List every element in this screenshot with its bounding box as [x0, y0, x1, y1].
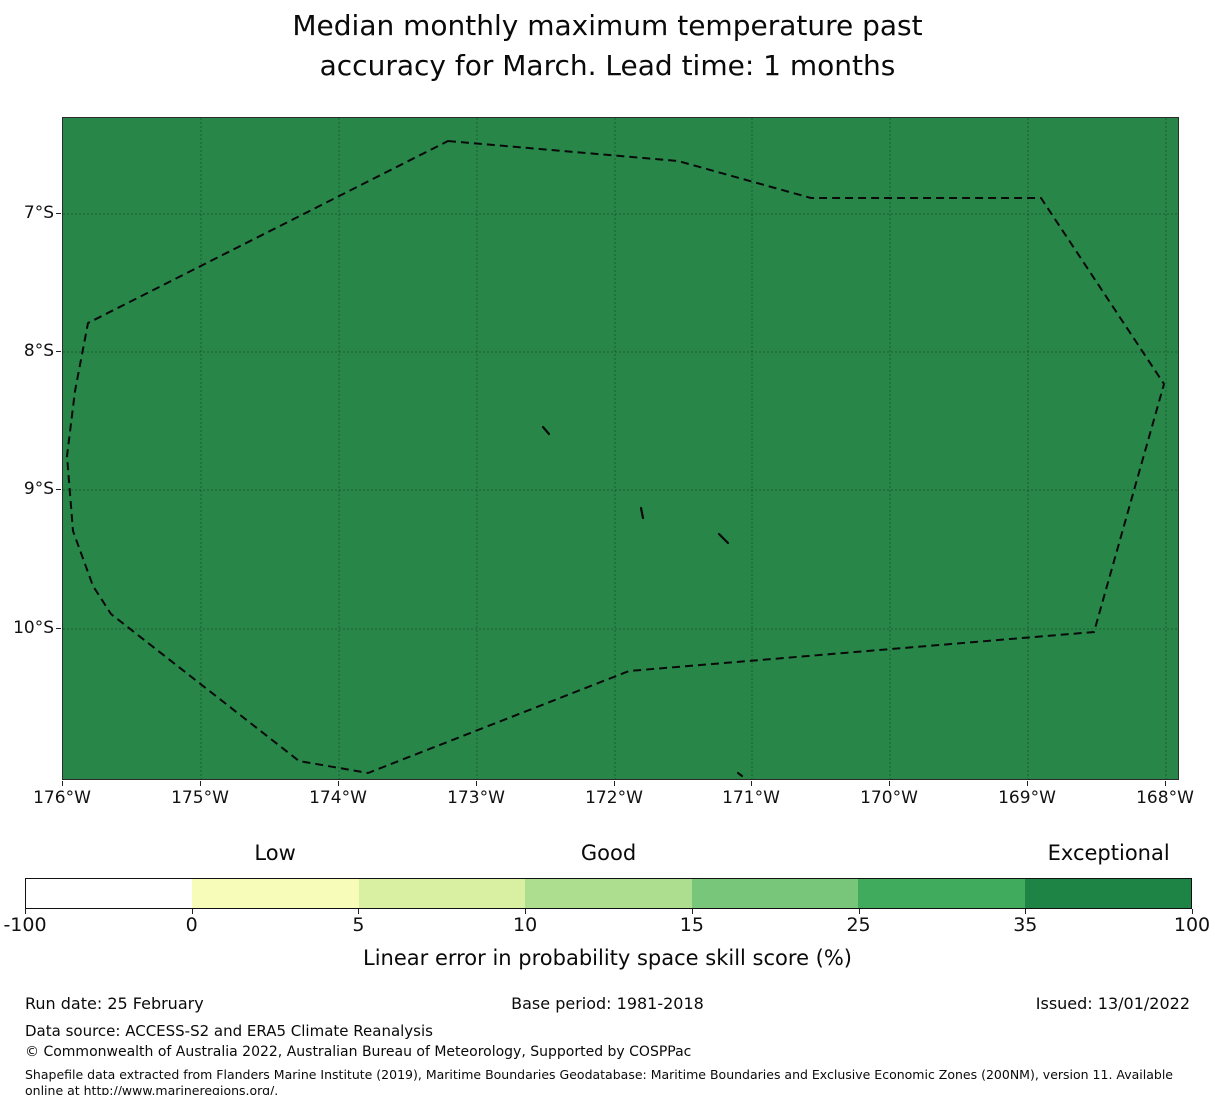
chart-title: Median monthly maximum temperature past … [0, 6, 1215, 86]
issued-date-text: Issued: 13/01/2022 [1035, 994, 1190, 1013]
x-axis-tick [1027, 781, 1028, 786]
y-axis-tick [56, 351, 61, 352]
x-axis-tick [200, 781, 201, 786]
colorbar-tick [525, 909, 527, 914]
colorbar-segment-15-25 [691, 879, 859, 908]
y-axis-label: 8°S [23, 341, 54, 361]
map-plot-area [62, 117, 1179, 780]
x-axis-tick [751, 781, 752, 786]
colorbar-tick-label: -100 [3, 914, 47, 936]
shapefile-note-text: Shapefile data extracted from Flanders M… [25, 1067, 1173, 1095]
colorbar-band-label-low: Low [254, 841, 296, 865]
island-mark [717, 532, 730, 545]
chart-title-line1: Median monthly maximum temperature past [292, 9, 923, 42]
x-axis-label: 169°W [998, 788, 1056, 808]
colorbar-tick-label: 35 [1013, 914, 1038, 936]
x-axis-label: 174°W [309, 788, 367, 808]
colorbar-tick [358, 909, 360, 914]
x-axis-tick [614, 781, 615, 786]
run-date-text: Run date: 25 February [25, 994, 204, 1013]
colorbar-tick [25, 909, 26, 914]
x-axis-tick [62, 781, 63, 786]
colorbar-tick [191, 909, 193, 914]
colorbar-band-label-exceptional: Exceptional [1047, 841, 1170, 865]
island-mark [639, 506, 645, 520]
colorbar-band-label-good: Good [580, 841, 637, 865]
x-axis-tick [889, 781, 890, 786]
colorbar [25, 878, 1192, 909]
colorbar-segment-35-100 [1024, 879, 1191, 908]
y-axis-label: 7°S [23, 203, 54, 223]
colorbar-tick-label: 25 [846, 914, 871, 936]
eez-boundary [65, 139, 1166, 775]
y-axis-label: 10°S [13, 618, 54, 638]
colorbar-tick [691, 909, 693, 914]
island-mark [736, 771, 744, 778]
colorbar-tick [858, 909, 860, 914]
x-axis-tick [338, 781, 339, 786]
x-axis-label: 168°W [1136, 788, 1194, 808]
y-axis-label: 9°S [23, 479, 54, 499]
y-axis-tick [56, 213, 61, 214]
x-axis-label: 173°W [447, 788, 505, 808]
map-svg [63, 118, 1178, 779]
chart-title-line2: accuracy for March. Lead time: 1 months [319, 49, 896, 82]
colorbar-tick-label: 10 [513, 914, 538, 936]
colorbar-tick [1192, 909, 1193, 914]
colorbar-segment-0-5 [192, 879, 359, 908]
x-axis-label: 176°W [33, 788, 91, 808]
x-axis-tick [476, 781, 477, 786]
colorbar-segment--100-0 [26, 879, 193, 908]
x-axis-tick [1165, 781, 1166, 786]
colorbar-tick-label: 100 [1173, 914, 1211, 936]
colorbar-tick-label: 0 [185, 914, 198, 936]
colorbar-tick-label: 15 [679, 914, 704, 936]
x-axis-label: 170°W [860, 788, 918, 808]
colorbar-caption: Linear error in probability space skill … [363, 946, 852, 970]
base-period-text: Base period: 1981-2018 [511, 994, 704, 1013]
colorbar-segment-10-15 [525, 879, 692, 908]
colorbar-segment-25-35 [858, 879, 1025, 908]
data-source-text: Data source: ACCESS-S2 and ERA5 Climate … [25, 1022, 433, 1040]
y-axis-tick [56, 628, 61, 629]
copyright-text: © Commonwealth of Australia 2022, Austra… [25, 1044, 692, 1060]
colorbar-segment-5-10 [358, 879, 526, 908]
x-axis-label: 172°W [585, 788, 643, 808]
colorbar-tick [1025, 909, 1027, 914]
x-axis-label: 175°W [171, 788, 229, 808]
x-axis-label: 171°W [722, 788, 780, 808]
y-axis-tick [56, 489, 61, 490]
colorbar-tick-label: 5 [352, 914, 365, 936]
island-mark [541, 425, 551, 436]
